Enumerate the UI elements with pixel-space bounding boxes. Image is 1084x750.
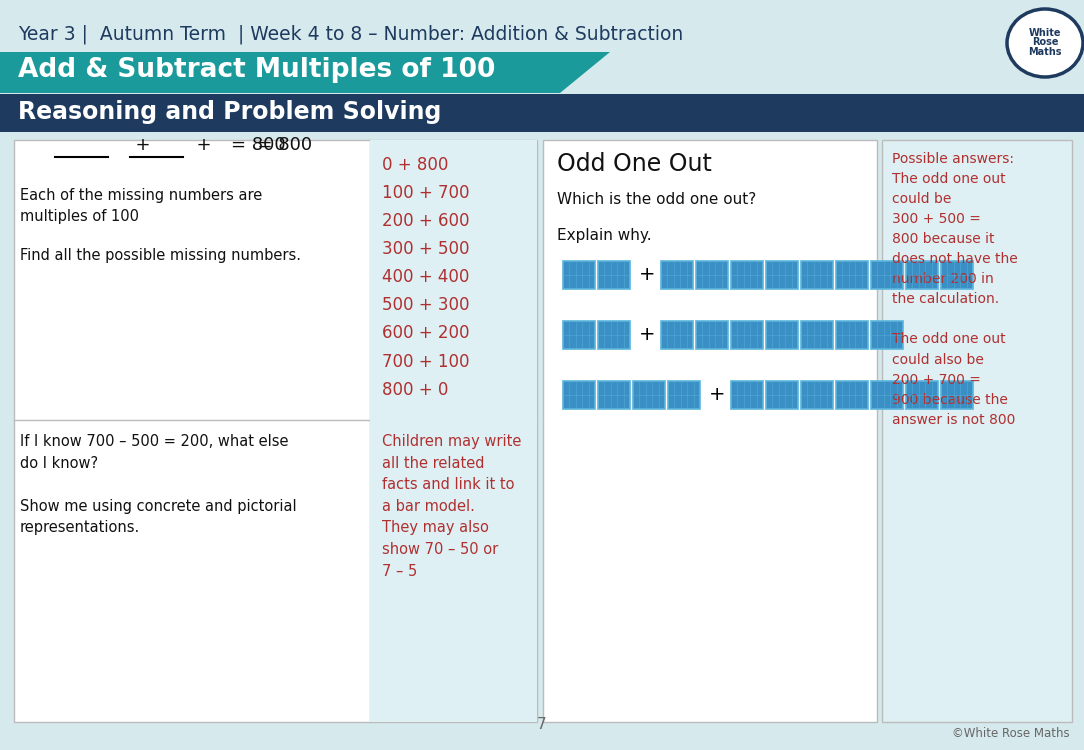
FancyBboxPatch shape (801, 261, 833, 289)
Text: Possible answers:
The odd one out
could be
300 + 500 =
800 because it
does not h: Possible answers: The odd one out could … (892, 152, 1018, 427)
FancyBboxPatch shape (906, 261, 938, 289)
Text: Odd One Out: Odd One Out (557, 152, 712, 176)
Text: Which is the odd one out?: Which is the odd one out? (557, 192, 757, 207)
FancyBboxPatch shape (661, 261, 693, 289)
FancyBboxPatch shape (941, 381, 973, 409)
Text: Add & Subtract Multiples of 100: Add & Subtract Multiples of 100 (18, 57, 495, 83)
FancyBboxPatch shape (872, 381, 903, 409)
Text: If I know 700 – 500 = 200, what else
do I know?

Show me using concrete and pict: If I know 700 – 500 = 200, what else do … (20, 434, 297, 536)
FancyBboxPatch shape (563, 381, 595, 409)
Polygon shape (0, 52, 610, 93)
FancyBboxPatch shape (633, 381, 664, 409)
FancyBboxPatch shape (766, 321, 798, 349)
FancyBboxPatch shape (836, 381, 868, 409)
Text: Each of the missing numbers are
multiples of 100: Each of the missing numbers are multiple… (20, 188, 262, 224)
FancyBboxPatch shape (836, 321, 868, 349)
FancyBboxPatch shape (906, 381, 938, 409)
FancyBboxPatch shape (14, 140, 537, 722)
FancyBboxPatch shape (801, 381, 833, 409)
FancyBboxPatch shape (836, 261, 868, 289)
FancyBboxPatch shape (661, 321, 693, 349)
Text: Explain why.: Explain why. (557, 228, 651, 243)
Text: +: + (638, 266, 655, 284)
Ellipse shape (1007, 9, 1083, 77)
Text: +              = 800: + = 800 (55, 136, 285, 154)
FancyBboxPatch shape (801, 321, 833, 349)
FancyBboxPatch shape (563, 261, 595, 289)
Text: Children may write
all the related
facts and link it to
a bar model.
They may al: Children may write all the related facts… (382, 434, 521, 578)
FancyBboxPatch shape (872, 321, 903, 349)
FancyBboxPatch shape (731, 261, 763, 289)
Text: ©White Rose Maths: ©White Rose Maths (953, 727, 1070, 740)
FancyBboxPatch shape (370, 140, 537, 420)
FancyBboxPatch shape (668, 381, 700, 409)
FancyBboxPatch shape (696, 321, 728, 349)
FancyBboxPatch shape (598, 261, 630, 289)
FancyBboxPatch shape (766, 261, 798, 289)
Text: Year 3 |  Autumn Term  | Week 4 to 8 – Number: Addition & Subtraction: Year 3 | Autumn Term | Week 4 to 8 – Num… (18, 25, 683, 44)
FancyBboxPatch shape (696, 261, 728, 289)
FancyBboxPatch shape (941, 261, 973, 289)
Text: Reasoning and Problem Solving: Reasoning and Problem Solving (18, 100, 441, 124)
Text: 7: 7 (538, 717, 546, 732)
Text: +        = 800: + = 800 (185, 136, 312, 154)
Text: Rose: Rose (1032, 37, 1058, 47)
FancyBboxPatch shape (598, 321, 630, 349)
FancyBboxPatch shape (872, 261, 903, 289)
Text: +: + (709, 386, 725, 404)
FancyBboxPatch shape (882, 140, 1072, 722)
FancyBboxPatch shape (731, 321, 763, 349)
FancyBboxPatch shape (543, 140, 877, 722)
FancyBboxPatch shape (598, 381, 630, 409)
Text: Find all the possible missing numbers.: Find all the possible missing numbers. (20, 248, 301, 263)
FancyBboxPatch shape (766, 381, 798, 409)
Text: Maths: Maths (1029, 47, 1061, 57)
FancyBboxPatch shape (563, 321, 595, 349)
FancyBboxPatch shape (370, 420, 537, 722)
FancyBboxPatch shape (731, 381, 763, 409)
Text: White: White (1029, 28, 1061, 38)
Text: +: + (638, 326, 655, 344)
FancyBboxPatch shape (0, 94, 1084, 132)
Text: 0 + 800
100 + 700
200 + 600
300 + 500
400 + 400
500 + 300
600 + 200
700 + 100
80: 0 + 800 100 + 700 200 + 600 300 + 500 40… (382, 156, 469, 399)
